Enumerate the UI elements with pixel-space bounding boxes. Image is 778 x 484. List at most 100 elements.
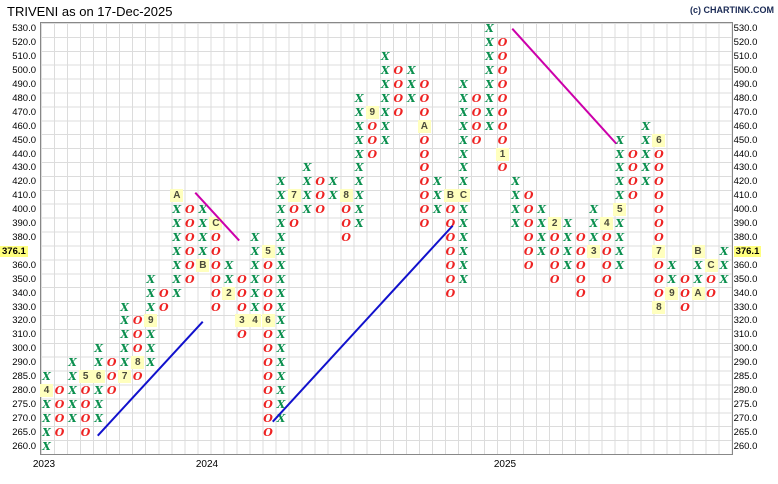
- x-box: X: [615, 161, 625, 175]
- y-axis-label: 360.0: [12, 259, 36, 271]
- o-box: O: [106, 383, 117, 397]
- x-box: X: [615, 147, 625, 161]
- x-box: X: [276, 230, 286, 244]
- o-box: O: [367, 133, 378, 147]
- o-box: O: [315, 175, 325, 189]
- x-box: X: [328, 175, 338, 189]
- y-axis-label-right: 290.0: [733, 357, 758, 369]
- y-axis-label-right: 520.0: [733, 37, 758, 49]
- o-box: O: [211, 230, 221, 244]
- y-axis-label-right: 340.0: [733, 287, 758, 299]
- x-box: X: [615, 244, 625, 258]
- x-box: X: [146, 328, 156, 342]
- x-box: X: [459, 78, 468, 92]
- x-box: X: [615, 217, 625, 231]
- month-code-9: 9: [365, 105, 379, 119]
- x-box: X: [224, 258, 234, 272]
- y-axis-label-right: 440.0: [733, 148, 758, 160]
- x-box: X: [354, 203, 364, 217]
- o-box: O: [263, 328, 273, 342]
- x-box: X: [42, 411, 51, 425]
- x-box: X: [354, 119, 364, 133]
- o-box: O: [106, 370, 117, 384]
- o-box: O: [54, 397, 65, 411]
- o-box: O: [315, 189, 325, 203]
- o-box: O: [497, 91, 508, 105]
- x-box: X: [146, 300, 156, 314]
- y-axis-label: 490.0: [12, 79, 36, 91]
- x-box: X: [615, 133, 625, 147]
- o-box: O: [471, 133, 482, 147]
- x-box: X: [276, 272, 286, 286]
- y-axis-label: 470.0: [12, 106, 36, 118]
- o-box: O: [80, 411, 91, 425]
- o-box: O: [471, 91, 482, 105]
- y-axis-label-right: 300.0: [733, 343, 758, 355]
- o-box: O: [445, 244, 456, 258]
- x-box: X: [459, 244, 468, 258]
- o-box: O: [445, 258, 456, 272]
- x-box: X: [354, 147, 364, 161]
- x-box: X: [485, 105, 494, 119]
- x-box: X: [42, 425, 51, 439]
- x-box: X: [250, 230, 260, 244]
- y-axis-label: 500.0: [12, 65, 36, 77]
- y-axis-label: 350.0: [12, 273, 36, 285]
- x-box: X: [381, 50, 390, 64]
- x-box: X: [381, 119, 390, 133]
- o-box: O: [419, 175, 430, 189]
- x-box: X: [250, 286, 260, 300]
- x-box: X: [68, 411, 77, 425]
- x-box: X: [615, 230, 625, 244]
- o-box: O: [654, 286, 664, 300]
- o-box: O: [158, 286, 169, 300]
- y-axis-label-right: 450.0: [733, 134, 758, 146]
- x-box: X: [459, 175, 468, 189]
- o-box: O: [419, 78, 430, 92]
- x-box: X: [354, 217, 364, 231]
- y-axis-label-right: 400.0: [733, 204, 758, 216]
- x-box: X: [328, 189, 338, 203]
- x-box: X: [172, 244, 182, 258]
- x-box: X: [276, 175, 286, 189]
- o-box: O: [471, 119, 482, 133]
- x-box: X: [537, 230, 546, 244]
- o-box: O: [445, 230, 456, 244]
- y-axis-label: 330.0: [12, 301, 36, 313]
- o-box: O: [680, 272, 690, 286]
- month-code-4: 4: [248, 314, 262, 328]
- month-code-A: A: [417, 119, 431, 133]
- x-box: X: [250, 244, 260, 258]
- x-box: X: [172, 203, 182, 217]
- chart-title: TRIVENI as on 17-Dec-2025: [7, 4, 173, 19]
- x-box: X: [42, 370, 51, 384]
- month-code-4: 4: [600, 217, 614, 231]
- x-box: X: [94, 383, 103, 397]
- x-box: X: [146, 342, 156, 356]
- x-box: X: [589, 230, 599, 244]
- x-box: X: [563, 244, 572, 258]
- x-box: X: [667, 272, 677, 286]
- x-box: X: [198, 217, 208, 231]
- o-box: O: [419, 189, 430, 203]
- x-box: X: [667, 258, 677, 272]
- month-code-2: 2: [548, 217, 562, 231]
- o-box: O: [575, 244, 586, 258]
- o-box: O: [628, 161, 638, 175]
- x-box: X: [433, 175, 442, 189]
- month-code-1: 1: [496, 147, 510, 161]
- y-axis-label: 510.0: [12, 51, 36, 63]
- x-box: X: [120, 356, 129, 370]
- month-code-8: 8: [131, 356, 145, 370]
- o-box: O: [263, 397, 273, 411]
- x-box: X: [433, 189, 442, 203]
- x-box: X: [381, 64, 390, 78]
- x-box: X: [563, 258, 572, 272]
- y-axis-label: 440.0: [12, 148, 36, 160]
- month-code-3: 3: [235, 314, 249, 328]
- x-box: X: [615, 258, 625, 272]
- x-box: X: [459, 203, 468, 217]
- o-box: O: [445, 217, 456, 231]
- month-code-C: C: [209, 217, 223, 231]
- y-axis-label: 270.0: [12, 412, 36, 424]
